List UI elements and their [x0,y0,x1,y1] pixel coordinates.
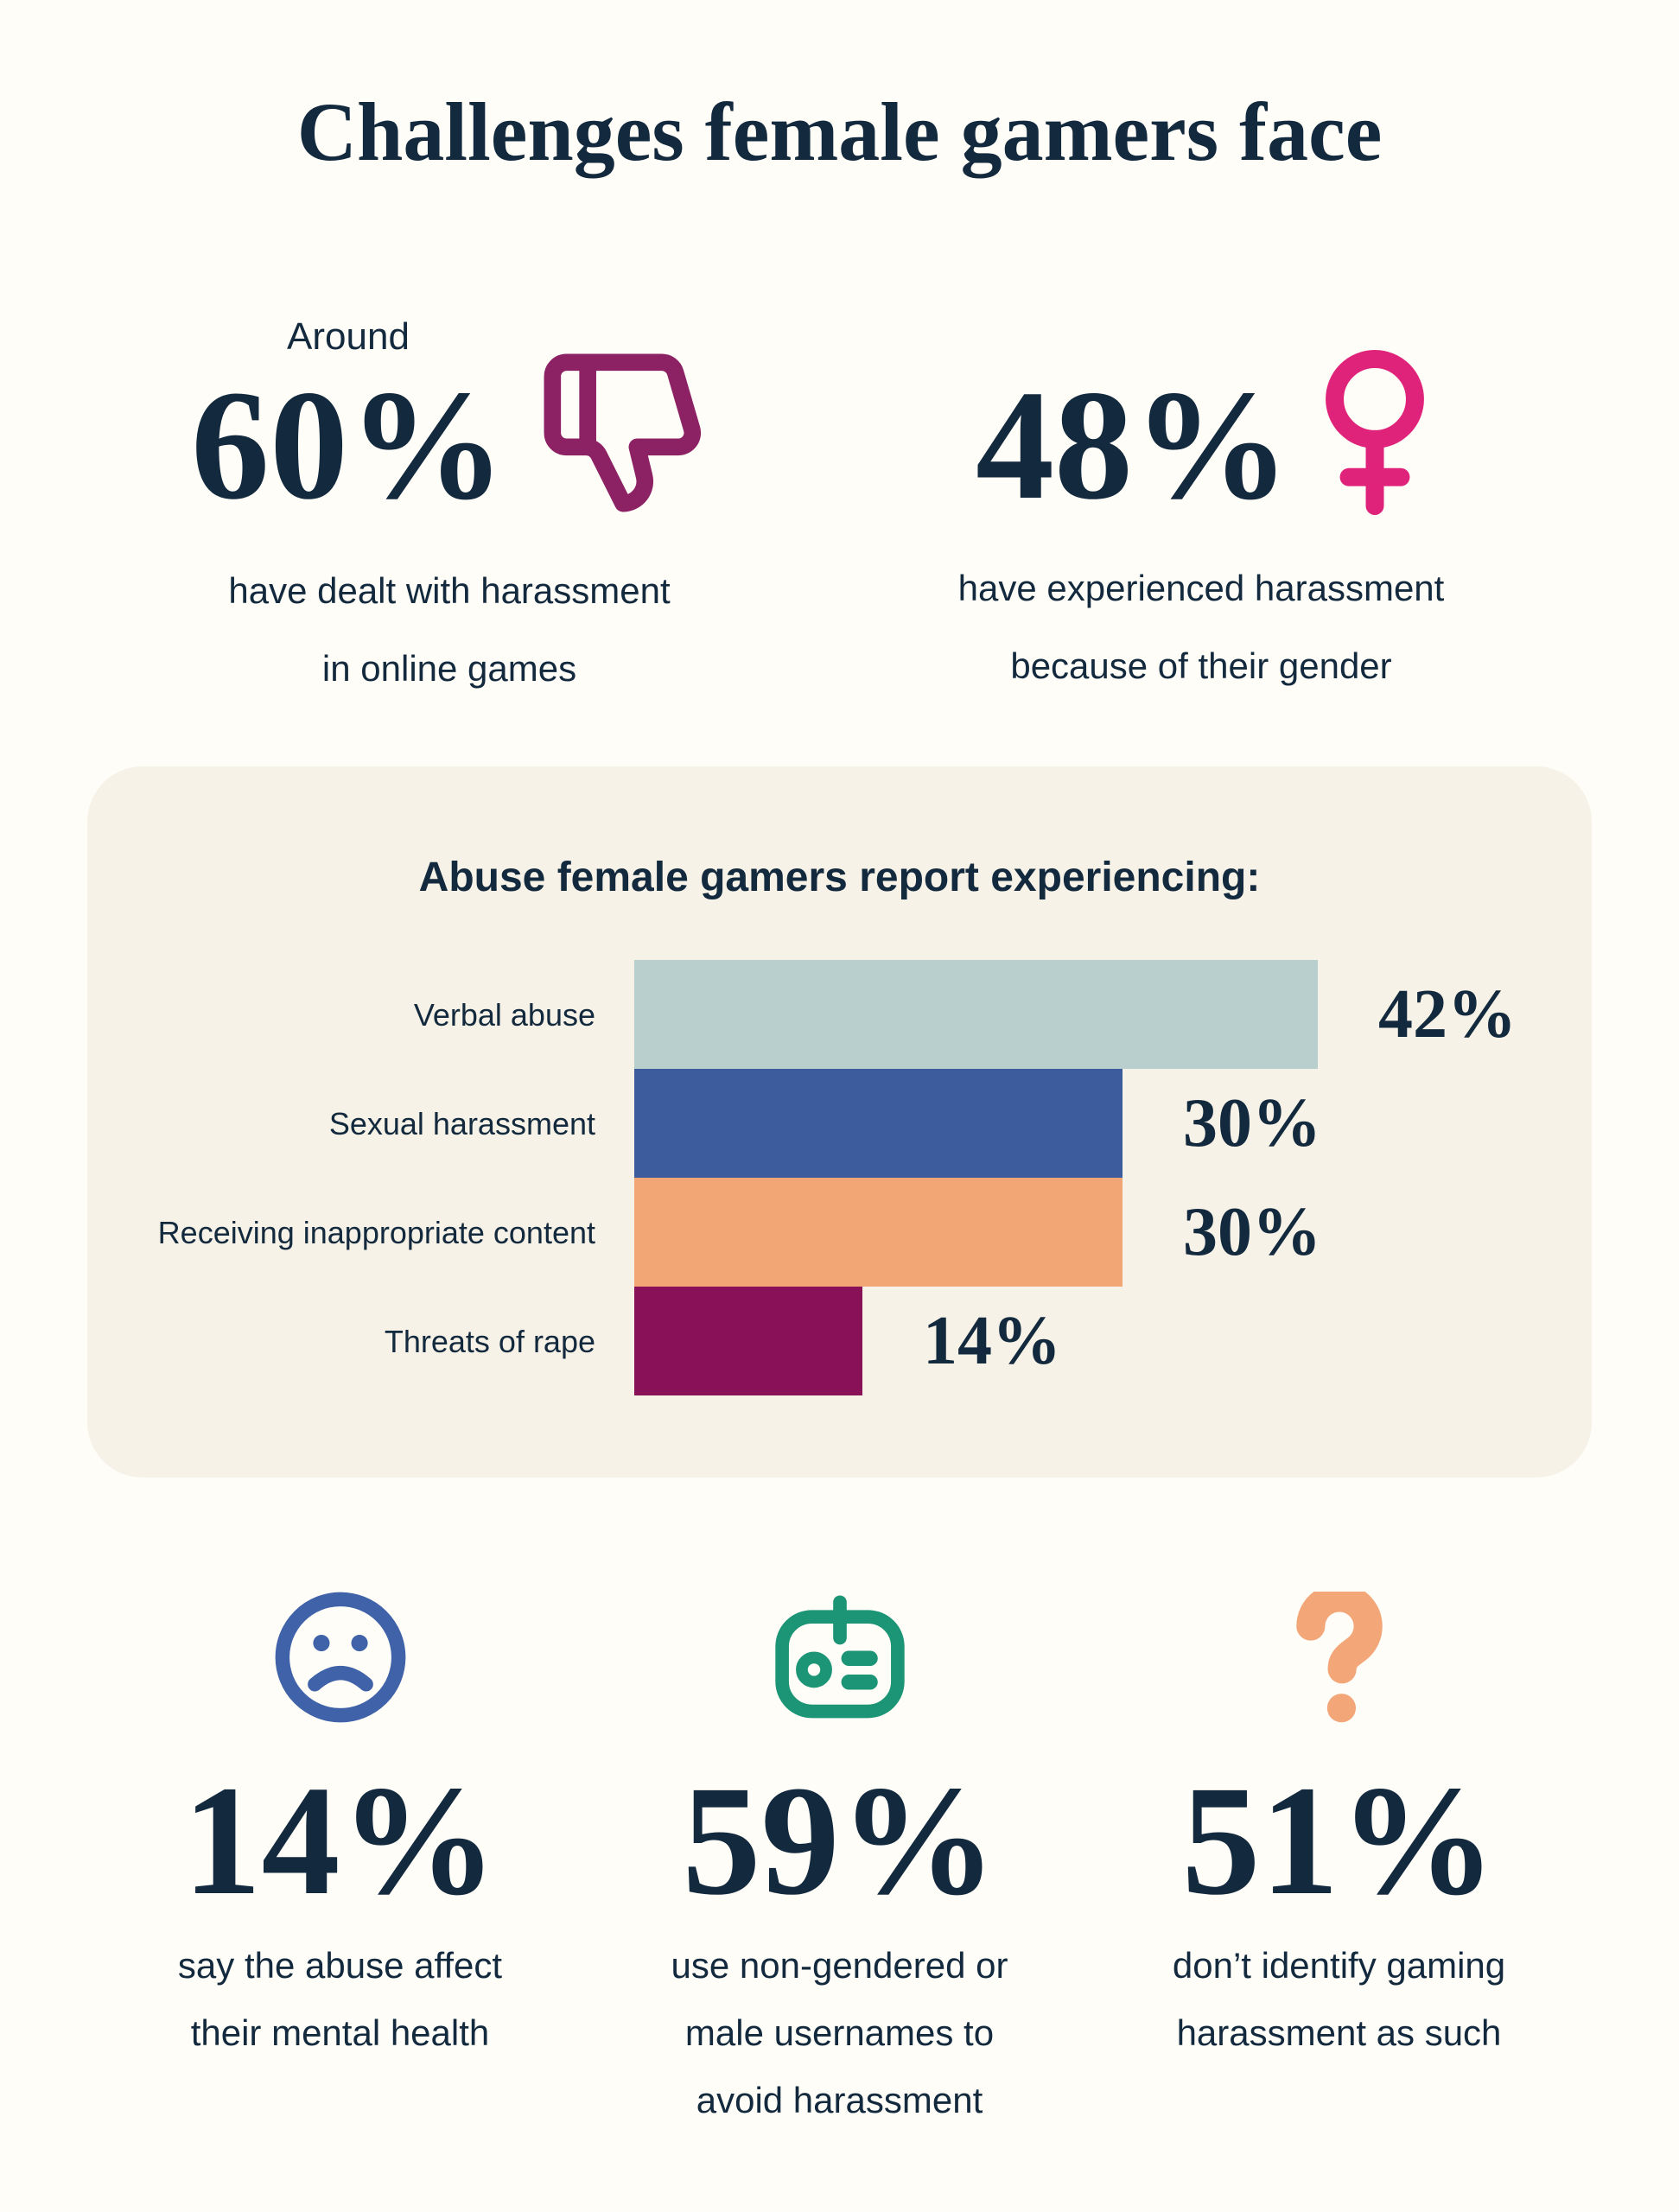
bar-inappropriate-content [634,1178,1123,1287]
stat-head: 48% [976,308,1427,533]
page-title: Challenges female gamers face [296,86,1383,178]
stat-description: have dealt with harassment in online gam… [228,570,671,690]
stat-description: say the abuse affect their mental health [177,1945,503,2054]
bar-category-label: Receiving inappropriate content [157,1214,595,1250]
bar-category-label: Verbal abuse [413,996,595,1033]
bar-threats-of-rape [634,1287,862,1396]
stat-head: Around 60% [191,308,708,533]
stat-prefix: Around [287,315,410,359]
question-mark-icon [1294,1588,1384,1726]
stat-description: use non-gendered or male usernames to av… [671,1945,1008,2121]
chart-title: Abuse female gamers report experiencing: [418,855,1261,901]
bar-value-label: 42% [1378,976,1517,1053]
bar-row-inappropriate-content: Receiving inappropriate content 30% [87,1178,1592,1287]
stat-harassment-gender: 48% have experienced harassment because … [899,308,1504,708]
id-card-icon [774,1588,905,1726]
stat-value: 14% [182,1754,498,1929]
stat-value: 48% [976,359,1290,533]
thumbs-down-icon [538,348,708,518]
stat-number-column: Around 60% [191,308,506,533]
bar-row-verbal-abuse: Verbal abuse 42% [87,960,1592,1070]
stat-number-column: 48% [976,308,1290,533]
bar-value-label: 30% [1183,1085,1321,1162]
stat-description: have experienced harassment because of t… [957,568,1445,687]
stat-usernames: 59% use non-gendered or male usernames t… [615,1588,1065,2134]
bar-sexual-harassment [634,1069,1123,1179]
stat-value: 59% [682,1754,997,1929]
bar-category-label: Threats of rape [384,1323,595,1359]
stat-identify-harassment: 51% don’t identify gaming harassment as … [1115,1588,1564,2134]
bar-value-label: 14% [923,1303,1061,1380]
bar-category-label: Sexual harassment [328,1105,595,1141]
bar-value-label: 30% [1183,1194,1321,1271]
bar-row-threats-of-rape: Threats of rape 14% [87,1287,1592,1396]
bottom-stats-row: 14% say the abuse affect their mental he… [0,1588,1679,2134]
stat-harassment-online: Around 60% have dealt with harassment in… [147,308,752,708]
bar-verbal-abuse [634,960,1318,1070]
bar-row-sexual-harassment: Sexual harassment 30% [87,1069,1592,1179]
bar-chart: Verbal abuse 42% Sexual harassment 30% R… [87,960,1592,1396]
stat-description: don’t identify gaming harassment as such [1172,1945,1506,2054]
female-symbol-icon [1323,350,1427,516]
sad-face-icon [272,1588,409,1726]
stat-value: 60% [191,359,506,533]
chart-card: Abuse female gamers report experiencing:… [87,766,1592,1478]
top-stats-row: Around 60% have dealt with harassment in… [147,308,1679,708]
stat-mental-health: 14% say the abuse affect their mental he… [116,1588,565,2134]
stat-value: 51% [1181,1754,1497,1929]
